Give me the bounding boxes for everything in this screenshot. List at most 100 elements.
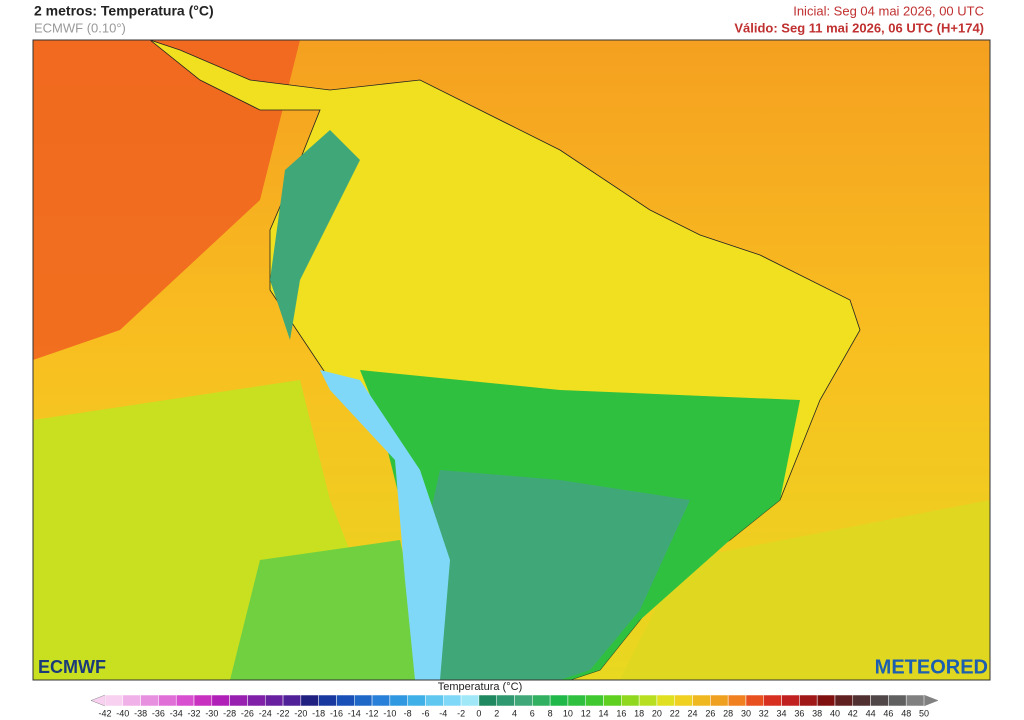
colorbar-tick-label: -12 <box>366 708 379 718</box>
color-box <box>282 694 302 707</box>
color-box <box>710 694 729 707</box>
color-box <box>816 694 836 707</box>
color-box <box>336 694 355 707</box>
colorbar-tick-label: -18 <box>312 708 325 718</box>
colorbar-tick-label: -40 <box>116 708 129 718</box>
color-box <box>532 694 551 707</box>
colorbar-tick-label: -20 <box>294 708 307 718</box>
colorbar-tick-label: 38 <box>812 708 822 718</box>
color-box <box>852 694 871 707</box>
cold-ocean <box>230 540 430 680</box>
color-box <box>799 694 818 707</box>
color-box <box>371 694 391 707</box>
color-box <box>834 694 854 707</box>
colorbar-tick-label: 0 <box>476 708 481 718</box>
colorbar-tick-label: 36 <box>794 708 804 718</box>
colorbar-tick-label: 30 <box>741 708 751 718</box>
colorbar-tick-label: -34 <box>170 708 183 718</box>
color-box <box>425 694 444 707</box>
colorbar-tick-label: 46 <box>883 708 893 718</box>
colorbar-tick-label: 8 <box>548 708 553 718</box>
colorbar-tick-label: -14 <box>348 708 361 718</box>
color-box <box>674 694 693 707</box>
color-box <box>692 694 711 707</box>
color-box <box>727 694 747 707</box>
meteored-logo: METEORED <box>875 656 988 678</box>
color-box <box>638 694 658 707</box>
colorbar-tick-label: 24 <box>688 708 698 718</box>
color-box <box>621 694 640 707</box>
colorbar-tick-label: 18 <box>634 708 644 718</box>
colorbar-tick-label: 26 <box>705 708 715 718</box>
color-box <box>514 694 533 707</box>
colorbar-tick-label: -6 <box>421 708 429 718</box>
south-atlantic <box>620 500 990 680</box>
color-box <box>745 694 765 707</box>
color-box <box>158 694 177 707</box>
color-box <box>211 694 230 707</box>
color-box <box>229 694 248 707</box>
title: 2 metros: Temperatura (°C) <box>34 3 214 19</box>
color-box <box>478 694 497 707</box>
color-box <box>603 694 622 707</box>
colorbar-tick-label: 34 <box>777 708 787 718</box>
northern-andes <box>270 130 360 340</box>
colorbar-tick-label: 28 <box>723 708 733 718</box>
colorbar-tick-label: 48 <box>901 708 911 718</box>
map-frame <box>32 39 991 681</box>
color-box <box>656 694 675 707</box>
colorbar-tick-label: -32 <box>188 708 201 718</box>
colorbar-tick-label: 20 <box>652 708 662 718</box>
color-box <box>781 694 800 707</box>
color-box <box>354 694 373 707</box>
color-box <box>905 694 925 707</box>
subtitle: ECMWF (0.10°) <box>34 20 126 35</box>
ecmwf-logo: ECMWF <box>38 657 106 677</box>
colorbar-tick-label: 4 <box>512 708 517 718</box>
color-box <box>264 694 284 707</box>
colorbar-tick-label: 42 <box>848 708 858 718</box>
andes <box>320 370 450 680</box>
color-box <box>888 694 907 707</box>
color-box <box>389 694 408 707</box>
color-box <box>104 694 124 707</box>
colorbar-tick-label: 32 <box>759 708 769 718</box>
cold-land <box>420 470 690 680</box>
color-box <box>300 694 319 707</box>
color-box <box>193 694 213 707</box>
color-box <box>870 694 889 707</box>
colorbar-arrow-low <box>90 694 106 707</box>
color-box <box>443 694 462 707</box>
color-box <box>496 694 515 707</box>
color-box <box>585 694 604 707</box>
colorbar-title: Temperatura (°C) <box>438 681 522 693</box>
map: ECMWF METEORED <box>32 39 991 681</box>
color-box <box>140 694 159 707</box>
colorbar-tick-label: 16 <box>616 708 626 718</box>
colorbar-tick-label: 10 <box>563 708 573 718</box>
colorbar-tick-label: -36 <box>152 708 165 718</box>
colorbar-tick-label: 50 <box>919 708 929 718</box>
colorbar-tick-label: 14 <box>599 708 609 718</box>
colorbar-tick-label: 22 <box>670 708 680 718</box>
colorbar-tick-label: 40 <box>830 708 840 718</box>
color-box <box>247 694 266 707</box>
colorbar-tick-label: -22 <box>277 708 290 718</box>
colorbar-tick-label: 12 <box>581 708 591 718</box>
colorbar-tick-label: 2 <box>494 708 499 718</box>
valid-time: Válido: Seg 11 mai 2026, 06 UTC (H+174) <box>734 20 984 35</box>
colorbar-tick-label: -8 <box>404 708 412 718</box>
color-box <box>407 694 426 707</box>
color-box <box>549 694 569 707</box>
colorbar-tick-label: -38 <box>134 708 147 718</box>
color-box <box>122 694 141 707</box>
color-box <box>460 694 480 707</box>
colorbar-tick-label: 44 <box>866 708 876 718</box>
colorbar-tick-label: -28 <box>223 708 236 718</box>
colorbar-tick-label: -10 <box>383 708 396 718</box>
colorbar-tick-label: -4 <box>439 708 447 718</box>
initial-time: Inicial: Seg 04 mai 2026, 00 UTC <box>793 3 984 18</box>
colorbar: Temperatura (°C) -42 -40 -38 -36 -34 -32 -30 -2… <box>90 681 939 718</box>
